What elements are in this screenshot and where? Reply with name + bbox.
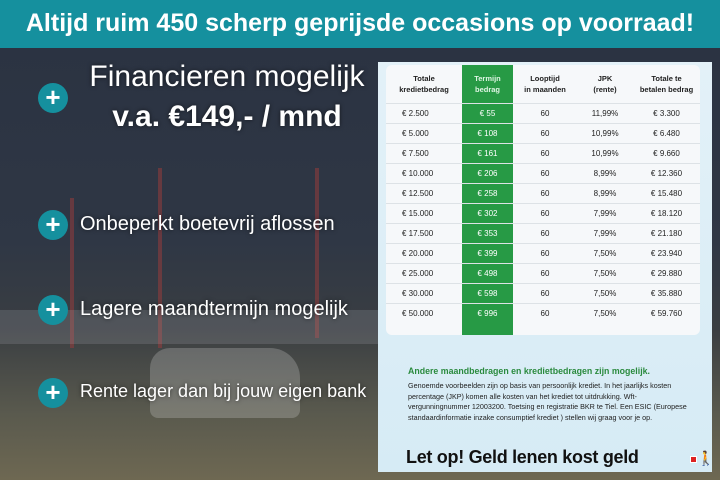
disclaimer-text: Genoemde voorbeelden zijn op basis van p… <box>408 381 687 422</box>
header-line: Totale <box>413 73 435 83</box>
column-header: Totale te betalen bedrag <box>633 65 700 103</box>
plus-icon: + <box>38 210 68 240</box>
table-cell: 60 <box>513 122 577 143</box>
table-cell: € 399 <box>462 242 513 263</box>
table-cell: € 161 <box>462 142 513 163</box>
table-cell: 10,99% <box>577 142 633 163</box>
header-line: JPK <box>597 73 613 83</box>
plus-icon: + <box>38 295 68 325</box>
table-cell: € 3.300 <box>633 102 700 123</box>
feature-item: Onbeperkt boetevrij aflossen <box>80 213 335 235</box>
table-cell: 7,50% <box>577 242 633 263</box>
table-cell: € 55 <box>462 102 513 123</box>
table-cell: € 17.500 <box>386 222 462 243</box>
table-row: € 20.000 € 399 60 7,50% € 23.940 <box>386 242 700 263</box>
table-cell: 60 <box>513 222 577 243</box>
feature-item: Lagere maandtermijn mogelijk <box>80 298 348 320</box>
table-row: € 7.500 € 161 60 10,99% € 9.660 <box>386 142 700 163</box>
table-cell: € 498 <box>462 262 513 283</box>
header-line: Totale te <box>651 73 682 83</box>
table-cell: € 10.000 <box>386 162 462 183</box>
table-row: € 25.000 € 498 60 7,50% € 29.880 <box>386 262 700 283</box>
table-cell: € 6.480 <box>633 122 700 143</box>
table-cell: 7,50% <box>577 282 633 303</box>
table-cell: € 20.000 <box>386 242 462 263</box>
table-cell: € 12.360 <box>633 162 700 183</box>
table-cell: € 258 <box>462 182 513 203</box>
table-cell: € 21.180 <box>633 222 700 243</box>
financing-title: Financieren mogelijk <box>89 60 365 93</box>
column-header: Termijn bedrag <box>462 65 513 103</box>
table-cell: 60 <box>513 262 577 283</box>
table-cell: € 15.480 <box>633 182 700 203</box>
table-cell: 7,99% <box>577 222 633 243</box>
table-cell: € 996 <box>462 302 513 323</box>
walking-person-icon: 🚶 <box>690 449 714 467</box>
table-cell: 8,99% <box>577 162 633 183</box>
table-row: € 30.000 € 598 60 7,50% € 35.880 <box>386 282 700 303</box>
plus-icon: + <box>38 83 68 113</box>
table-cell: € 206 <box>462 162 513 183</box>
column-header: JPK (rente) <box>577 65 633 103</box>
table-cell: € 30.000 <box>386 282 462 303</box>
header-line: Termijn <box>474 73 501 83</box>
header-line: kredietbedrag <box>399 84 449 94</box>
table-cell: 60 <box>513 102 577 123</box>
table-cell: € 7.500 <box>386 142 462 163</box>
table-row: € 5.000 € 108 60 10,99% € 6.480 <box>386 122 700 143</box>
table-cell: € 353 <box>462 222 513 243</box>
table-cell: € 23.940 <box>633 242 700 263</box>
table-cell: € 302 <box>462 202 513 223</box>
plus-icon: + <box>38 378 68 408</box>
note-heading: Andere maandbedragen en kredietbedragen … <box>408 366 650 376</box>
warning-text: Let op! Geld lenen kost geld <box>406 447 639 467</box>
table-row: € 10.000 € 206 60 8,99% € 12.360 <box>386 162 700 183</box>
table-cell: € 35.880 <box>633 282 700 303</box>
table-cell: € 29.880 <box>633 262 700 283</box>
table-cell: 60 <box>513 302 577 323</box>
table-cell: 7,50% <box>577 262 633 283</box>
table-cell: 60 <box>513 202 577 223</box>
header-line: (rente) <box>593 84 617 94</box>
top-banner: Altijd ruim 450 scherp geprijsde occasio… <box>0 0 720 48</box>
table-cell: € 12.500 <box>386 182 462 203</box>
table-cell: € 50.000 <box>386 302 462 323</box>
feature-item: Rente lager dan bij jouw eigen bank <box>80 381 367 401</box>
table-cell: 8,99% <box>577 182 633 203</box>
column-header: Looptijd in maanden <box>513 65 577 103</box>
table-cell: € 25.000 <box>386 262 462 283</box>
table-cell: 60 <box>513 142 577 163</box>
rates-table: Totale kredietbedrag Termijn bedrag Looptijd… <box>386 65 700 323</box>
financing-panel: Totale kredietbedrag Termijn bedrag Looptijd… <box>378 62 712 472</box>
financing-price: v.a. €149,- / mnd <box>112 100 342 133</box>
table-cell: € 108 <box>462 122 513 143</box>
table-cell: € 2.500 <box>386 102 462 123</box>
table-cell: 60 <box>513 282 577 303</box>
header-line: in maanden <box>524 84 566 94</box>
table-cell: € 15.000 <box>386 202 462 223</box>
table-cell: 60 <box>513 242 577 263</box>
rates-table-card: Totale kredietbedrag Termijn bedrag Looptijd… <box>386 65 700 335</box>
header-line: betalen bedrag <box>639 84 694 94</box>
table-row: € 2.500 € 55 60 11,99% € 3.300 <box>386 102 700 123</box>
table-cell: € 9.660 <box>633 142 700 163</box>
table-cell: € 18.120 <box>633 202 700 223</box>
table-row: € 12.500 € 258 60 8,99% € 15.480 <box>386 182 700 203</box>
table-cell: 7,99% <box>577 202 633 223</box>
column-header: Totale kredietbedrag <box>386 65 462 103</box>
table-row: € 15.000 € 302 60 7,99% € 18.120 <box>386 202 700 223</box>
table-cell: € 59.760 <box>633 302 700 323</box>
table-cell: € 5.000 <box>386 122 462 143</box>
header-line: bedrag <box>474 84 500 94</box>
table-row: € 17.500 € 353 60 7,99% € 21.180 <box>386 222 700 243</box>
table-cell: 11,99% <box>577 102 633 123</box>
header-line: Looptijd <box>530 73 560 83</box>
table-cell: 7,50% <box>577 302 633 323</box>
table-cell: 60 <box>513 162 577 183</box>
table-cell: 60 <box>513 182 577 203</box>
table-row: € 50.000 € 996 60 7,50% € 59.760 <box>386 302 700 323</box>
table-cell: 10,99% <box>577 122 633 143</box>
table-cell: € 598 <box>462 282 513 303</box>
